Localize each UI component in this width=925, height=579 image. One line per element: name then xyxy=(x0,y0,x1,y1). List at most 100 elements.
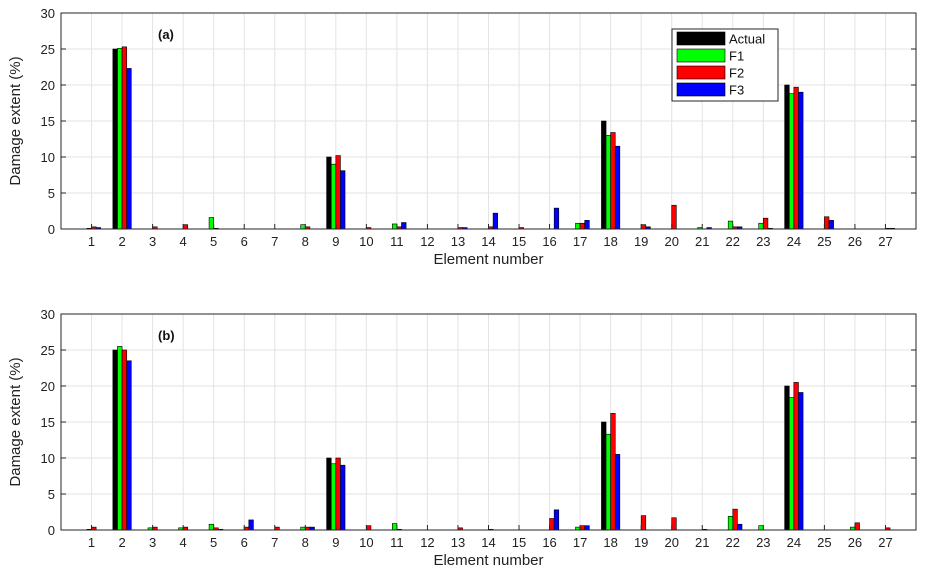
x-axis-label: Element number xyxy=(433,251,543,268)
y-tick-label: 10 xyxy=(41,150,55,165)
x-tick-label: 1 xyxy=(88,234,95,249)
bar xyxy=(854,522,860,531)
y-tick-label: 10 xyxy=(41,451,55,466)
bar xyxy=(610,132,616,230)
bar xyxy=(579,525,586,531)
x-tick-label: 1 xyxy=(88,535,95,550)
bar xyxy=(784,385,790,531)
bar xyxy=(788,397,795,531)
bar xyxy=(584,220,590,230)
bar xyxy=(605,135,611,230)
bar xyxy=(640,224,647,230)
bar xyxy=(330,163,337,230)
legend-label: Actual xyxy=(729,32,765,47)
bar xyxy=(763,217,769,230)
bar xyxy=(391,223,398,230)
bar xyxy=(182,224,189,230)
y-tick-label: 0 xyxy=(48,222,55,237)
legend-swatch xyxy=(676,48,726,63)
y-axis-label: Damage extent (%) xyxy=(7,357,24,486)
bar xyxy=(793,382,799,531)
bar xyxy=(126,68,132,230)
bar xyxy=(727,516,734,531)
bar xyxy=(784,84,790,230)
x-tick-label: 17 xyxy=(573,234,587,249)
x-tick-label: 13 xyxy=(451,535,465,550)
y-tick-label: 30 xyxy=(41,6,55,21)
x-tick-label: 18 xyxy=(603,535,617,550)
x-tick-label: 23 xyxy=(756,535,770,550)
x-tick-label: 2 xyxy=(118,535,125,550)
bar xyxy=(575,222,581,230)
x-tick-label: 26 xyxy=(848,535,862,550)
bar xyxy=(340,464,346,531)
x-tick-label: 21 xyxy=(695,234,709,249)
x-tick-label: 4 xyxy=(180,535,187,550)
bar xyxy=(824,216,830,230)
x-tick-label: 16 xyxy=(542,535,556,550)
bar xyxy=(601,421,607,531)
y-tick-label: 20 xyxy=(41,78,55,93)
x-tick-label: 3 xyxy=(149,535,156,550)
bar xyxy=(366,525,372,531)
bar xyxy=(126,360,132,531)
y-tick-label: 15 xyxy=(41,114,55,129)
bar xyxy=(208,523,214,531)
x-tick-label: 13 xyxy=(451,234,465,249)
bar xyxy=(117,346,123,531)
y-tick-label: 0 xyxy=(48,523,55,538)
y-tick-label: 25 xyxy=(41,42,55,57)
bar xyxy=(640,515,647,531)
bar xyxy=(117,47,123,230)
y-tick-label: 25 xyxy=(41,343,55,358)
x-tick-label: 9 xyxy=(332,234,339,249)
legend-label: F2 xyxy=(729,66,744,81)
x-tick-label: 17 xyxy=(573,535,587,550)
x-tick-label: 16 xyxy=(542,234,556,249)
x-tick-label: 24 xyxy=(787,234,801,249)
bar xyxy=(614,454,621,531)
bar xyxy=(671,517,677,531)
x-tick-label: 14 xyxy=(481,234,495,249)
bar xyxy=(788,93,795,230)
x-tick-label: 10 xyxy=(359,234,373,249)
panel-label: (a) xyxy=(158,27,174,42)
x-tick-label: 12 xyxy=(420,535,434,550)
x-tick-label: 20 xyxy=(664,535,678,550)
bar xyxy=(492,212,499,230)
bar xyxy=(330,463,337,531)
bar xyxy=(121,46,127,230)
bar xyxy=(326,457,332,531)
x-tick-label: 9 xyxy=(332,535,339,550)
bar xyxy=(828,220,834,230)
bar xyxy=(605,433,611,531)
x-tick-label: 7 xyxy=(271,234,278,249)
bar xyxy=(727,220,734,230)
x-tick-label: 8 xyxy=(302,535,309,550)
x-tick-label: 6 xyxy=(241,234,248,249)
x-tick-label: 22 xyxy=(726,234,740,249)
y-axis-label: Damage extent (%) xyxy=(7,56,24,185)
bar xyxy=(584,525,590,531)
x-tick-label: 5 xyxy=(210,535,217,550)
y-tick-label: 5 xyxy=(48,487,55,502)
bar xyxy=(208,217,214,230)
x-tick-label: 27 xyxy=(878,234,892,249)
legend-label: F3 xyxy=(729,83,744,98)
x-tick-label: 10 xyxy=(359,535,373,550)
x-tick-label: 24 xyxy=(787,535,801,550)
bar xyxy=(335,155,341,230)
legend-swatch xyxy=(676,82,726,97)
legend-swatch xyxy=(676,65,726,80)
x-tick-label: 3 xyxy=(149,234,156,249)
bar xyxy=(798,392,804,531)
bar xyxy=(112,48,118,230)
bar xyxy=(340,170,346,230)
bar xyxy=(391,523,398,531)
legend-swatch xyxy=(676,31,726,46)
x-tick-label: 4 xyxy=(180,234,187,249)
bar xyxy=(610,413,616,531)
